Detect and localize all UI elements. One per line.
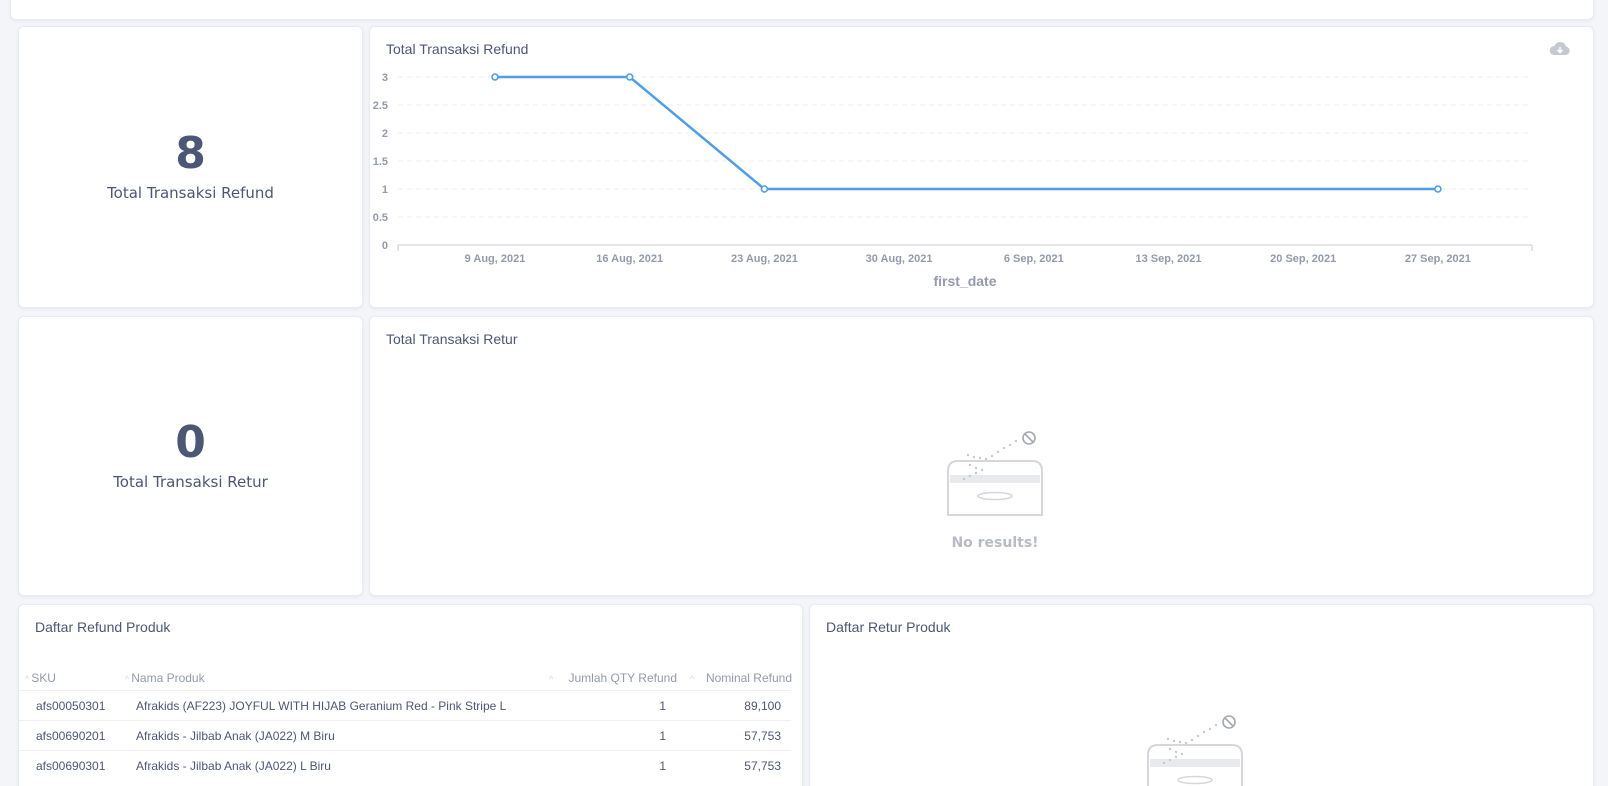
x-tick-label: 13 Sep, 2021 — [1135, 253, 1201, 265]
table-row[interactable]: afs00690301 Afrakids - Jilbab Anak (JA02… — [19, 750, 791, 780]
x-tick-label: 20 Sep, 2021 — [1270, 253, 1336, 265]
y-tick-label: 0.5 — [373, 212, 388, 224]
cell-nama-produk[interactable]: Afrakids - Jilbab Anak (JA022) M Biru — [136, 729, 335, 743]
scalar-label: Total Transaksi Refund — [107, 184, 274, 202]
cell-qty[interactable]: 1 — [659, 759, 666, 773]
retur-chart-card[interactable]: Total Transaksi Retur No results! — [369, 316, 1594, 596]
empty-box-icon — [1147, 715, 1243, 786]
sort-icon: ^ — [25, 674, 30, 684]
series-line — [495, 75, 1438, 191]
sort-icon: ^ — [548, 674, 554, 684]
cell-sku[interactable]: afs00050301 — [36, 699, 106, 713]
data-point — [1434, 185, 1442, 193]
x-tick-label: 30 Aug, 2021 — [866, 253, 933, 265]
sort-icon: ^ — [689, 674, 694, 684]
retur-table-card[interactable]: Daftar Retur Produk — [809, 604, 1594, 786]
previous-card-edge — [10, 0, 1594, 20]
y-tick-label: 3 — [382, 72, 388, 84]
scalar-label: Total Transaksi Retur — [113, 473, 268, 491]
cell-nominal[interactable]: 57,753 — [744, 759, 781, 773]
y-tick-label: 2 — [382, 128, 388, 140]
col-header-sku[interactable]: ^ SKU — [25, 671, 56, 685]
y-tick-label: 2.5 — [373, 100, 388, 112]
x-tick-label: 16 Aug, 2021 — [596, 253, 663, 265]
x-axis-label: first_date — [933, 273, 996, 289]
y-tick-label: 0 — [382, 240, 388, 252]
y-tick-label: 1 — [382, 184, 388, 196]
cell-nama-produk[interactable]: Afrakids - Jilbab Anak (JA022) L Biru — [136, 759, 331, 773]
cell-nominal[interactable]: 57,753 — [744, 729, 781, 743]
cell-qty[interactable]: 1 — [659, 729, 666, 743]
cell-nama-produk[interactable]: Afrakids (AF223) JOYFUL WITH HIJAB Geran… — [136, 699, 507, 713]
scalar-value: 0 — [175, 417, 206, 468]
cell-sku[interactable]: afs00690201 — [36, 729, 106, 743]
scalar-card-retur[interactable]: 0 Total Transaksi Retur — [18, 316, 363, 596]
table-row[interactable]: afs00050301 Afrakids (AF223) JOYFUL WITH… — [19, 690, 791, 720]
scalar-value: 8 — [175, 128, 206, 179]
data-point — [491, 73, 499, 81]
col-header-nominal[interactable]: ^ Nominal Refund — [689, 671, 792, 685]
data-point — [625, 73, 634, 81]
x-tick-label: 9 Aug, 2021 — [465, 253, 526, 265]
col-header-qty[interactable]: ^ Jumlah QTY Refund — [548, 671, 677, 685]
line-chart: 0 0.5 1 1.5 2 2.5 3 9 Aug, 2021 16 Aug, 2021 23 A… — [373, 72, 1533, 289]
x-tick-label: 6 Sep, 2021 — [1004, 253, 1064, 265]
table-title[interactable]: Daftar Refund Produk — [35, 619, 171, 635]
sort-icon: ^ — [125, 674, 130, 684]
chart-title[interactable]: Total Transaksi Retur — [386, 331, 518, 347]
x-tick-label: 27 Sep, 2021 — [1405, 253, 1471, 265]
empty-message: No results! — [951, 535, 1039, 551]
col-header-nama-produk[interactable]: ^ Nama Produk — [125, 671, 205, 685]
x-tick-label: 23 Aug, 2021 — [731, 253, 798, 265]
table-row[interactable]: afs00690201 Afrakids - Jilbab Anak (JA02… — [19, 720, 791, 750]
table-title[interactable]: Daftar Retur Produk — [826, 619, 951, 635]
line-chart-card[interactable]: Total Transaksi Refund 0 0.5 1 1.5 2 2.5 3 9 Au… — [369, 26, 1594, 308]
cell-nominal[interactable]: 89,100 — [744, 699, 781, 713]
chart-title[interactable]: Total Transaksi Refund — [386, 41, 529, 57]
empty-state: No results! — [925, 429, 1065, 551]
empty-box-icon — [947, 431, 1043, 516]
refund-table-card[interactable]: Daftar Refund Produk ^ SKU ^ Nama Produk ^… — [18, 604, 803, 786]
y-tick-label: 1.5 — [373, 156, 388, 168]
data-point — [760, 185, 769, 193]
cloud-download-icon[interactable] — [1549, 41, 1571, 57]
scalar-card-refund[interactable]: 8 Total Transaksi Refund — [18, 26, 363, 308]
cell-sku[interactable]: afs00690301 — [36, 759, 106, 773]
cell-qty[interactable]: 1 — [659, 699, 666, 713]
